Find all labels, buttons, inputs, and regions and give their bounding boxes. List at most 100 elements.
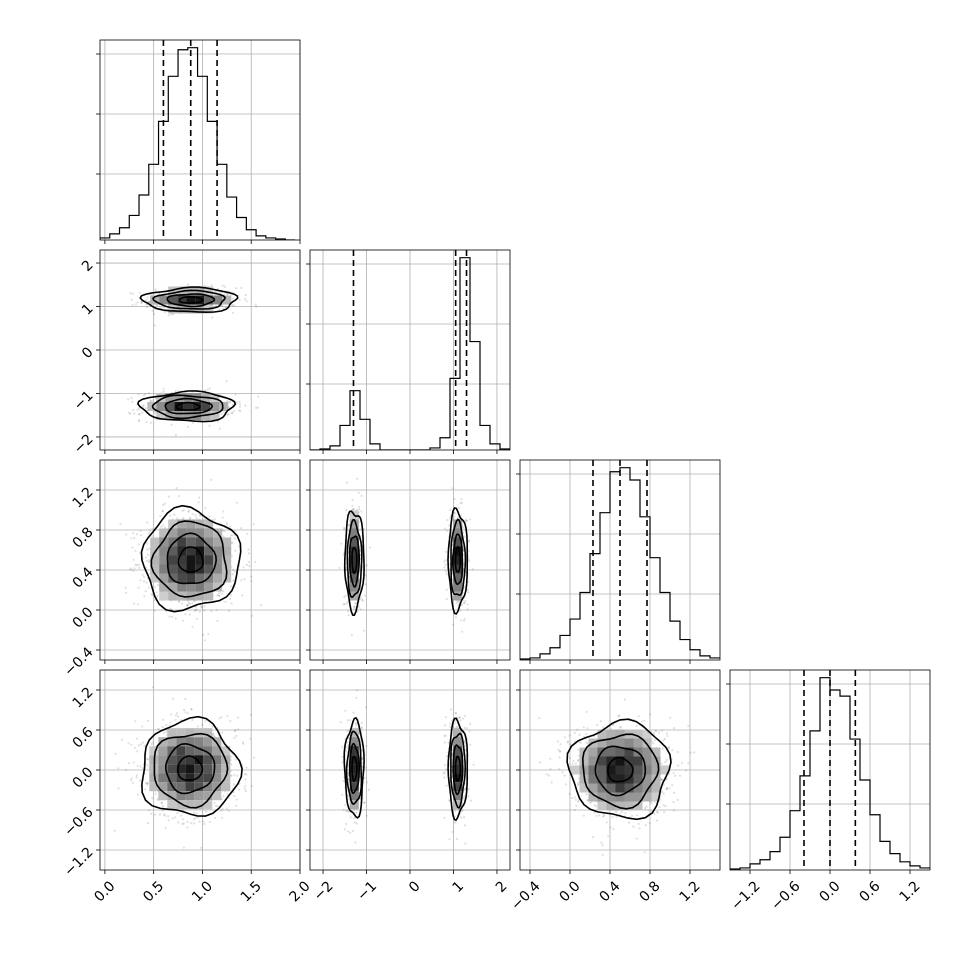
density-cell — [192, 402, 202, 411]
scatter-point — [233, 304, 236, 307]
scatter-point — [363, 594, 366, 597]
density-cell — [453, 582, 463, 592]
scatter-point — [250, 784, 253, 788]
scatter-point — [181, 822, 184, 826]
density-cell — [185, 791, 195, 801]
scatter-point — [446, 529, 449, 532]
scatter-point — [211, 733, 214, 736]
scatter-point — [358, 528, 361, 531]
scatter-point — [241, 763, 244, 767]
panel-frame — [99, 669, 301, 871]
scatter-point — [225, 380, 228, 383]
scatter-point — [469, 799, 473, 802]
scatter-panel-inner — [338, 477, 474, 637]
scatter-point — [229, 400, 232, 403]
density-cell — [168, 286, 178, 296]
scatter-point — [220, 592, 223, 595]
scatter-point — [186, 283, 189, 286]
density-cell — [168, 528, 178, 538]
scatter-point — [472, 763, 475, 766]
scatter-point — [130, 537, 133, 540]
density-cell — [177, 582, 187, 592]
scatter-point — [464, 744, 467, 747]
density-cell — [185, 800, 195, 810]
scatter-point — [351, 508, 354, 511]
scatter-point — [448, 725, 452, 728]
scatter-point — [351, 504, 354, 507]
scatter-point — [443, 527, 447, 531]
density-cell — [453, 791, 463, 801]
scatter-point — [146, 542, 149, 545]
density-cell — [167, 773, 177, 783]
scatter-point — [177, 389, 180, 392]
scatter-point — [144, 393, 147, 396]
scatter-point — [160, 802, 163, 805]
scatter-point — [171, 615, 174, 618]
scatter-point — [140, 534, 143, 537]
scatter-panel — [306, 669, 511, 874]
scatter-point — [144, 788, 147, 791]
scatter-point — [145, 299, 148, 302]
density-cell — [453, 782, 463, 792]
density-cell — [453, 555, 463, 565]
density-cell — [222, 537, 232, 547]
scatter-point — [449, 508, 452, 512]
density-cell — [194, 782, 204, 792]
density-cell — [192, 411, 202, 420]
scatter-point — [154, 288, 157, 291]
scatter-point — [148, 392, 151, 395]
density-cell — [185, 764, 195, 774]
scatter-point — [142, 405, 145, 408]
scatter-point — [230, 602, 233, 605]
scatter-point — [139, 765, 142, 768]
scatter-point — [114, 752, 117, 756]
density-contour — [454, 755, 462, 782]
density-contour — [451, 533, 464, 586]
scatter-point — [224, 600, 227, 603]
scatter-point — [163, 502, 166, 505]
scatter-point — [130, 397, 133, 400]
scatter-point — [237, 728, 240, 731]
scatter-point — [132, 408, 135, 412]
scatter-point — [145, 303, 148, 306]
scatter-point — [175, 712, 179, 715]
scatter-point — [188, 613, 191, 616]
scatter-point — [349, 816, 352, 819]
scatter-point — [347, 778, 350, 781]
scatter-point — [162, 524, 165, 527]
density-cell — [185, 773, 195, 783]
scatter-point — [230, 763, 233, 766]
scatter-point — [448, 524, 451, 527]
scatter-point — [454, 809, 457, 812]
scatter-point — [154, 792, 157, 795]
density-cell — [204, 537, 214, 547]
scatter-point — [174, 390, 177, 393]
scatter-point — [238, 400, 241, 403]
scatter-point — [464, 714, 467, 718]
scatter-point — [465, 520, 468, 523]
scatter-point — [186, 604, 189, 607]
scatter-point — [354, 841, 357, 844]
scatter-point — [443, 741, 446, 744]
scatter-point — [204, 719, 207, 722]
scatter-point — [248, 552, 251, 555]
scatter-point — [456, 600, 459, 603]
scatter-point — [340, 542, 343, 545]
scatter-point — [213, 734, 216, 738]
scatter-point — [459, 609, 462, 612]
scatter-point — [353, 821, 356, 824]
density-cell — [177, 295, 187, 305]
scatter-point — [153, 324, 156, 327]
scatter-point — [226, 714, 229, 718]
scatter-point — [134, 549, 137, 552]
scatter-point — [164, 526, 167, 529]
scatter-point — [198, 610, 201, 613]
density-cell — [177, 546, 187, 556]
scatter-point — [167, 314, 170, 317]
scatter-point — [344, 804, 347, 807]
scatter-point — [145, 421, 148, 424]
scatter-panel — [96, 669, 301, 874]
density-cell — [453, 546, 463, 556]
scatter-point — [467, 558, 471, 561]
density-cell — [185, 737, 195, 747]
